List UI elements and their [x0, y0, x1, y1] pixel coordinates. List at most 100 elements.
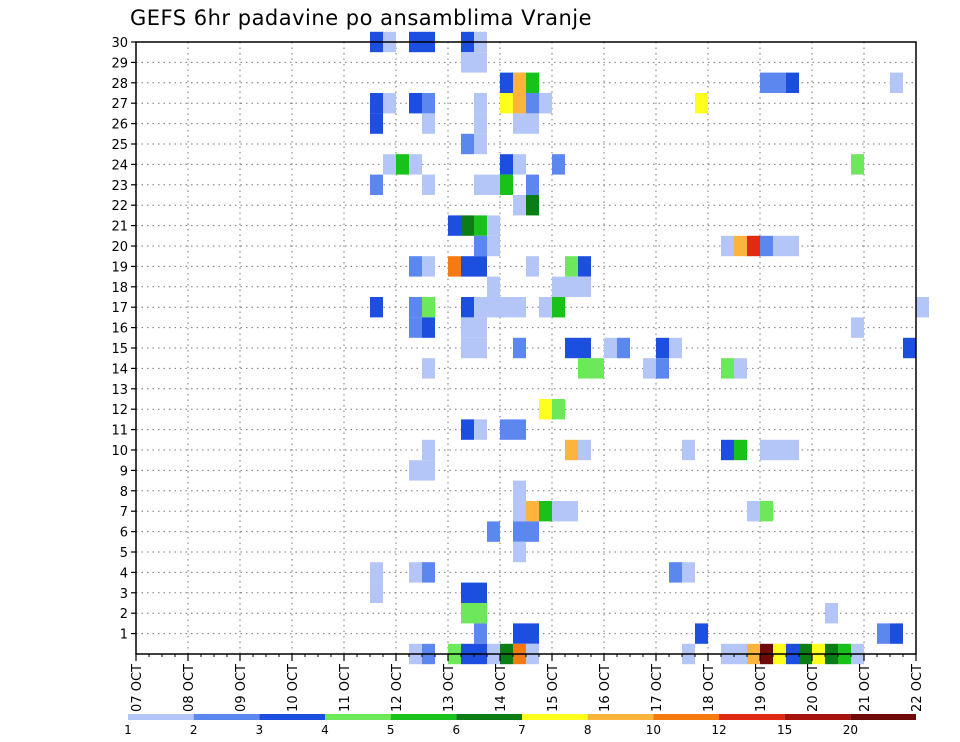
heat-cell	[500, 154, 513, 175]
heat-cell	[370, 113, 383, 134]
heat-cell	[409, 256, 422, 277]
y-tick-label: 6	[120, 526, 128, 541]
heat-cell	[604, 337, 617, 359]
colorbar-label: 5	[387, 723, 395, 737]
y-tick-label: 21	[111, 220, 128, 235]
heat-cell	[474, 113, 487, 134]
heat-cell	[513, 154, 526, 175]
heat-cell	[461, 317, 474, 338]
y-tick-label: 23	[111, 179, 128, 194]
y-tick-label: 16	[111, 322, 128, 337]
heat-cell	[916, 297, 929, 318]
y-tick-label: 26	[111, 118, 128, 133]
heat-cell	[578, 337, 591, 359]
colorbar-segment	[522, 714, 588, 720]
heat-cell	[682, 439, 695, 461]
heat-cell	[383, 93, 396, 114]
heat-cell	[422, 460, 435, 481]
heat-cell	[526, 195, 539, 216]
heat-cell	[422, 439, 435, 461]
colorbar-segment	[193, 714, 260, 720]
heat-cell	[760, 235, 773, 257]
heat-cell	[539, 501, 552, 522]
colorbar-segment	[259, 714, 325, 720]
heat-cell	[526, 256, 539, 277]
heat-cell	[474, 52, 487, 73]
heat-cell	[773, 439, 786, 461]
heat-cell	[474, 623, 487, 644]
heat-cell	[565, 337, 578, 359]
colorbar-segment	[128, 714, 194, 720]
heat-cell	[513, 419, 526, 440]
y-tick-label: 18	[111, 281, 128, 296]
colorbar-label: 20	[843, 723, 858, 737]
heat-cell	[903, 337, 916, 359]
heat-cell	[526, 623, 539, 644]
heat-cell	[760, 72, 773, 93]
y-tick-label: 28	[111, 77, 128, 92]
heat-cell	[669, 337, 682, 359]
heat-cell	[526, 72, 539, 93]
heat-cell	[643, 358, 656, 379]
colorbar-label: 8	[584, 723, 592, 737]
heat-cell	[565, 439, 578, 461]
colorbar-label: 1	[124, 723, 132, 737]
heat-cell	[474, 337, 487, 359]
heat-cell	[409, 317, 422, 338]
heat-cell	[526, 501, 539, 522]
heat-cell	[513, 297, 526, 318]
heat-cell	[487, 235, 500, 257]
heat-cell	[656, 358, 669, 379]
heat-cell	[552, 297, 565, 318]
colorbar-label: 4	[321, 723, 329, 737]
heat-cell	[552, 276, 565, 297]
heat-cell	[487, 174, 500, 195]
heat-cell	[760, 501, 773, 522]
heat-cell	[487, 215, 500, 236]
heat-cell	[422, 93, 435, 114]
y-tick-label: 8	[120, 485, 128, 500]
x-tick-label: 11 OCT	[338, 664, 353, 712]
heat-cell	[734, 439, 747, 461]
heat-cell	[422, 113, 435, 134]
heat-cell	[747, 501, 760, 522]
heat-cell	[513, 93, 526, 114]
heat-cell	[578, 358, 591, 379]
heat-cell	[370, 562, 383, 583]
x-tick-label: 08 OCT	[182, 664, 197, 712]
heat-cell	[513, 113, 526, 134]
x-tick-label: 14 OCT	[494, 664, 509, 712]
heat-cell	[396, 154, 409, 175]
colorbar-label: 7	[518, 723, 526, 737]
heat-cell	[370, 297, 383, 318]
y-tick-label: 22	[111, 199, 128, 214]
y-tick-label: 10	[111, 444, 128, 459]
heat-cell	[539, 93, 552, 114]
heat-cell	[422, 358, 435, 379]
heat-cell	[370, 93, 383, 114]
heat-cell	[409, 297, 422, 318]
y-tick-label: 11	[111, 424, 128, 439]
heat-cell	[552, 399, 565, 420]
heat-cell	[409, 562, 422, 583]
heat-cell	[461, 52, 474, 73]
x-tick-label: 18 OCT	[702, 664, 717, 712]
heat-cell	[474, 235, 487, 257]
colorbar-label: 3	[256, 723, 264, 737]
heat-cell	[773, 72, 786, 93]
y-tick-label: 15	[111, 342, 128, 357]
heat-cell	[565, 501, 578, 522]
x-tick-label: 20 OCT	[806, 664, 821, 712]
heat-cell	[448, 256, 461, 277]
heat-cell	[513, 623, 526, 644]
x-tick-label: 21 OCT	[858, 664, 873, 712]
heat-cell	[370, 174, 383, 195]
heat-cell	[721, 439, 734, 461]
heat-cell	[565, 256, 578, 277]
heat-cell	[825, 603, 838, 624]
heat-cell	[747, 235, 760, 257]
heat-cell	[370, 582, 383, 603]
heat-cell	[383, 154, 396, 175]
x-tick-label: 09 OCT	[234, 664, 249, 712]
heat-cell	[786, 72, 799, 93]
